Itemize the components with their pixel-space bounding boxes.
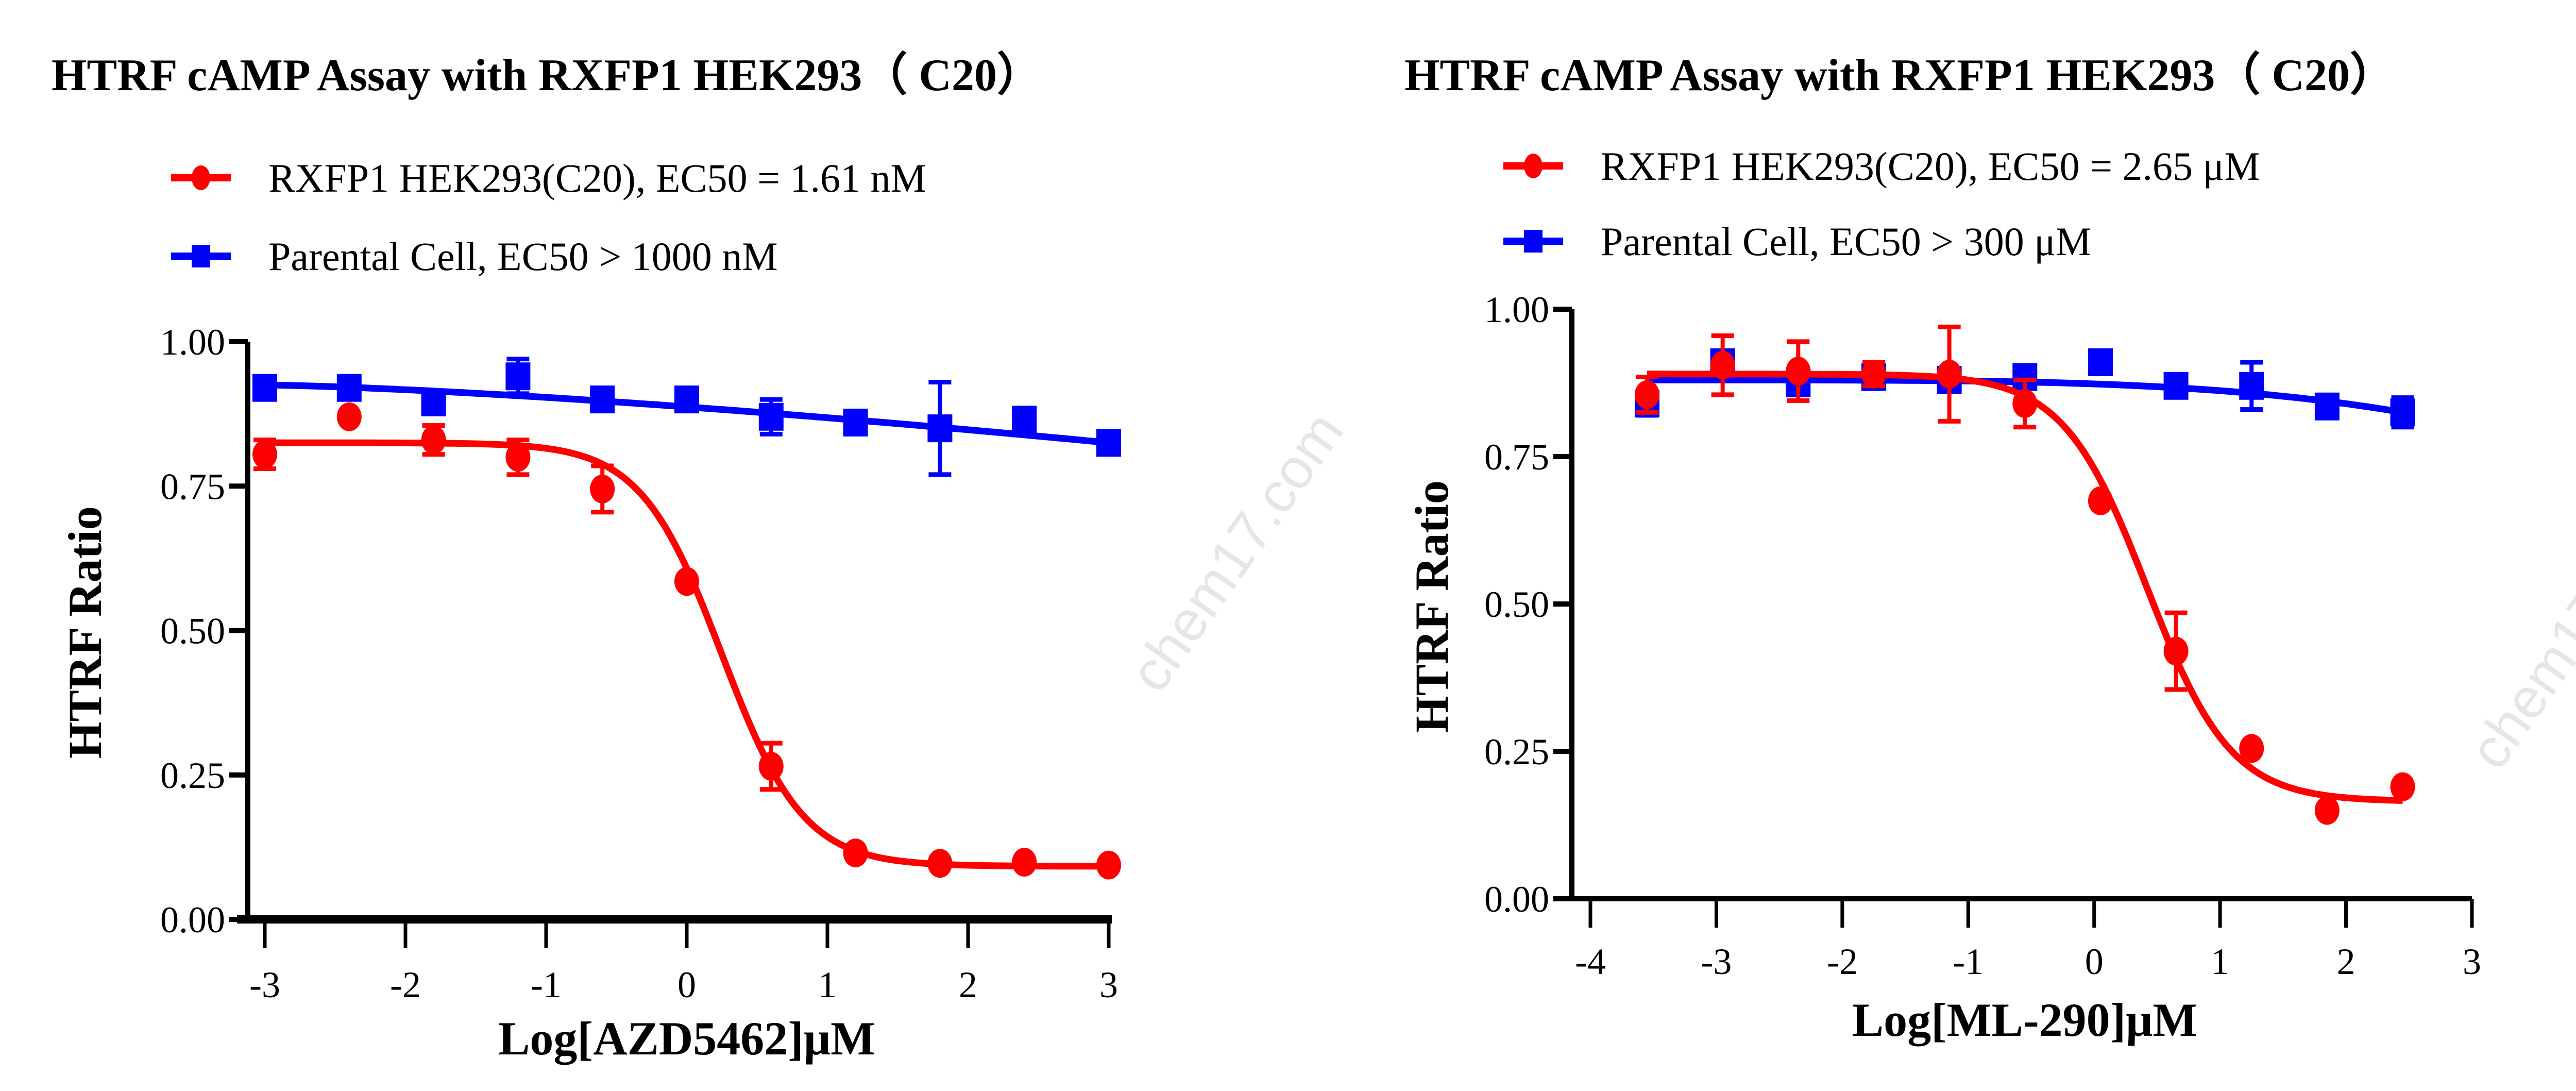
y-tick-label: 0.75	[160, 466, 225, 507]
data-point	[336, 374, 362, 402]
y-axis-label-right: HTRF Ratio	[1405, 480, 1458, 733]
data-point	[2163, 372, 2189, 400]
chart-title-right: HTRF cAMP Assay with RXFP1 HEK293（ C20）	[1404, 51, 2395, 100]
data-point	[2390, 772, 2415, 801]
data-point	[2088, 348, 2113, 376]
data-point	[843, 838, 868, 868]
y-tick-label: 1.00	[1484, 289, 1549, 330]
data-point	[1096, 429, 1121, 457]
data-point	[590, 474, 615, 503]
x-tick-label: 0	[677, 964, 696, 1005]
legend-label-blue-left: Parental Cell, EC50 > 1000 nM	[268, 234, 778, 279]
series-parental	[252, 357, 1121, 477]
x-tick-label: 2	[2337, 941, 2355, 982]
legend-marker-circle	[1524, 154, 1543, 178]
data-point	[2012, 389, 2038, 418]
x-tick-label: 1	[818, 964, 837, 1005]
legend-marker-circle	[192, 165, 210, 190]
data-point	[505, 362, 531, 391]
y-tick-label: 0.50	[1484, 584, 1549, 625]
legend-label-red-right: RXFP1 HEK293(C20), EC50 = 2.65 μM	[1601, 144, 2260, 189]
data-point	[758, 402, 784, 431]
data-point	[2088, 486, 2113, 515]
legend-label-blue-right: Parental Cell, EC50 > 300 μM	[1601, 219, 2091, 264]
watermark: chem17.com	[1117, 400, 1355, 702]
y-tick-label: 0.50	[160, 611, 225, 652]
data-point	[1937, 359, 1962, 389]
plot-right: 0.00 0.25 0.50 0.75 1.00 -4 -3 -2 -1 0 1 2 3	[1484, 154, 2481, 982]
x-tick-label: 0	[2085, 941, 2104, 982]
data-point	[674, 385, 699, 414]
y-tick-label: 0.00	[160, 899, 225, 941]
x-tick-label: -4	[1575, 941, 1606, 982]
data-point	[2239, 734, 2264, 763]
data-point	[252, 374, 277, 402]
x-tick-label: -3	[249, 964, 280, 1005]
x-tick-label: -2	[1827, 941, 1858, 982]
y-tick-label: 0.75	[1484, 437, 1549, 478]
x-tick-label: -3	[1701, 941, 1732, 982]
data-point	[2314, 796, 2340, 825]
data-point	[2163, 636, 2189, 666]
data-point	[421, 425, 446, 455]
data-point	[758, 751, 784, 781]
x-axis-label-right: Log[ML-290]μM	[1852, 994, 2197, 1046]
data-point	[1861, 359, 1886, 389]
data-point	[2390, 398, 2415, 427]
data-point	[421, 388, 446, 416]
data-point	[1012, 406, 1037, 434]
series-rxfp1	[1634, 324, 2415, 825]
fit-curve	[1647, 371, 2403, 804]
data-point	[336, 402, 362, 431]
fit-curve	[265, 439, 1109, 870]
data-point	[674, 567, 699, 596]
x-tick-label: 3	[2463, 941, 2481, 982]
legend-label-red-left: RXFP1 HEK293(C20), EC50 = 1.61 nM	[268, 156, 926, 200]
series-rxfp1	[252, 402, 1121, 880]
y-tick-label: 0.00	[1484, 879, 1549, 920]
data-point	[2239, 372, 2264, 400]
x-axis-label-left: Log[AZD5462]μM	[498, 1012, 875, 1065]
data-point	[1634, 380, 1659, 409]
data-point	[1012, 848, 1037, 877]
x-tick-label: -1	[1953, 941, 1984, 982]
data-point	[505, 443, 531, 472]
data-point	[1096, 850, 1121, 880]
chart-title-left: HTRF cAMP Assay with RXFP1 HEK293（ C20）	[52, 51, 1042, 100]
data-point	[252, 440, 277, 469]
x-tick-label: 3	[1099, 964, 1118, 1005]
legend-marker-square	[192, 245, 210, 267]
y-axis-label-left: HTRF Ratio	[59, 506, 111, 759]
x-tick-label: 2	[959, 964, 977, 1005]
data-point	[1710, 350, 1735, 380]
data-point	[590, 385, 615, 414]
data-point	[1786, 357, 1811, 386]
x-tick-label: -2	[390, 964, 421, 1005]
data-point	[927, 414, 953, 443]
x-tick-label: -1	[531, 964, 562, 1005]
y-tick-label: 0.25	[160, 755, 225, 796]
watermark: chem17.com	[2457, 478, 2576, 780]
data-point	[927, 849, 953, 878]
data-point	[2314, 392, 2340, 421]
plot-left: 0.00 0.25 0.50 0.75 1.00 -3 -2 -1 0 1 2 3	[160, 165, 1121, 1005]
x-tick-label: 1	[2211, 941, 2229, 982]
legend-marker-square	[1524, 230, 1543, 253]
y-tick-label: 0.25	[1484, 731, 1549, 773]
data-point	[843, 408, 868, 437]
y-tick-label: 1.00	[160, 322, 225, 363]
